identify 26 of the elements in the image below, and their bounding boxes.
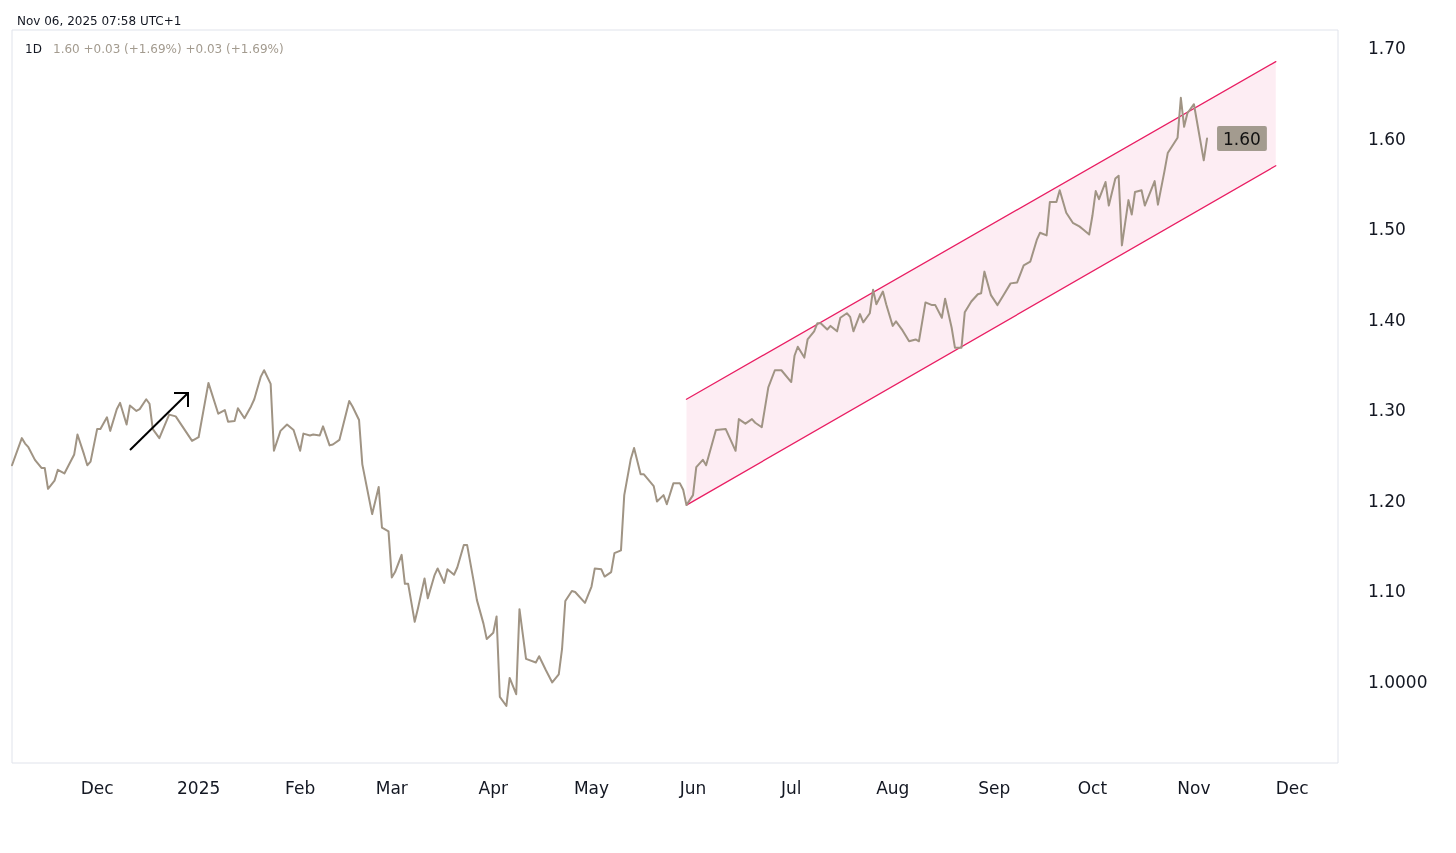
y-tick-label: 1.50 (1368, 219, 1406, 240)
y-tick-label: 1.0000 (1368, 671, 1428, 692)
x-tick-label: Jun (678, 777, 707, 798)
x-tick-label: Sep (978, 777, 1011, 798)
y-tick-label: 1.20 (1368, 490, 1406, 511)
x-tick-label: Feb (285, 777, 316, 798)
y-tick-label: 1.40 (1368, 309, 1406, 330)
data-label: 1.60 (1223, 128, 1261, 149)
text: 1.60 +0.03 (+1.69%) +0.03 (+1.69%) (53, 42, 284, 56)
y-tick-label: 1.30 (1368, 400, 1406, 421)
y-tick-label: 1.10 (1368, 581, 1406, 602)
x-tick-label: Aug (876, 777, 910, 798)
y-tick-label: 1.70 (1368, 38, 1406, 59)
text: 1D (25, 42, 42, 56)
x-tick-label: Mar (375, 777, 408, 798)
x-tick-label: May (573, 777, 610, 798)
x-tick-label: Jul (779, 777, 802, 798)
x-tick-label: Dec (80, 777, 114, 798)
text: Nov 06, 2025 07:58 UTC+1 (17, 14, 182, 28)
x-tick-label: Oct (1077, 777, 1108, 798)
y-tick-label: 1.60 (1368, 128, 1406, 149)
x-tick-label: Nov (1177, 777, 1211, 798)
x-tick-label: Dec (1275, 777, 1309, 798)
x-tick-label: 2025 (176, 777, 221, 798)
x-tick-label: Apr (478, 777, 508, 798)
line-series (11, 96, 1209, 707)
